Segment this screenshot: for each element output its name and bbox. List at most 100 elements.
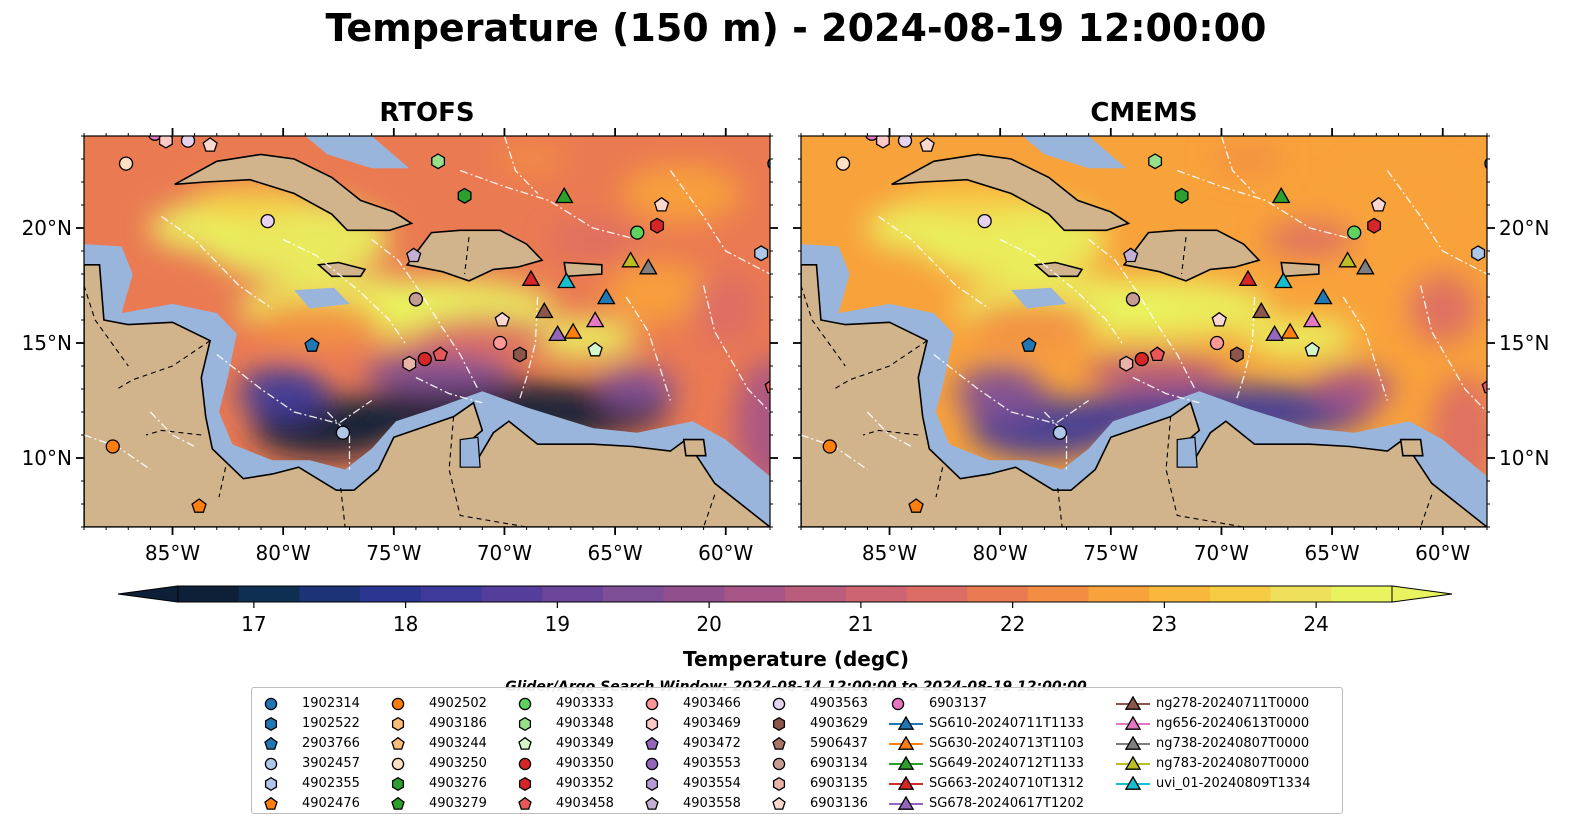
legend-hexagon-icon (264, 776, 278, 792)
marker-4903466 (1209, 335, 1225, 351)
legend: 1902314 1902522 2903766 3902457 4902355 49024… (251, 687, 1343, 814)
marker-3902457 (335, 425, 351, 440)
legend-triangle-icon (897, 756, 915, 770)
legend-label: 4902476 (302, 796, 360, 811)
marker-4902502 (105, 439, 120, 454)
legend-label: 1902522 (302, 716, 360, 731)
legend-marker-icon (889, 736, 923, 750)
legend-label: 4902355 (302, 776, 360, 791)
legend-marker-icon (518, 776, 532, 792)
lon-tick-label: 70°W (477, 541, 532, 565)
legend-hexagon-icon (772, 716, 786, 732)
legend-triangle-icon (897, 776, 915, 790)
legend-label: SG610-20240711T1133 (929, 716, 1085, 731)
legend-marker-icon (772, 736, 786, 750)
legend-label: ng656-20240613T0000 (1156, 716, 1310, 731)
colorbar-tick-label: 23 (1152, 612, 1177, 636)
marker-4903563 (180, 136, 196, 148)
legend-label: 4903469 (683, 716, 741, 731)
jamaica-land (1033, 261, 1084, 278)
marker-4903469 (158, 136, 173, 149)
map-frame (800, 135, 1488, 528)
marker-6903136 (1211, 311, 1227, 327)
lon-tick-label: 65°W (1304, 541, 1359, 565)
colorbar-tick-label: 24 (1303, 612, 1328, 636)
glider-argo-markers (822, 136, 1487, 513)
marker-ng656-20240613T0000 (1302, 311, 1322, 328)
legend-label: ng278-20240711T0000 (1156, 696, 1310, 711)
marker-6903136 (919, 137, 935, 152)
map-panel-cmems[interactable] (800, 127, 1500, 528)
marker-ng278-20240711T0000 (534, 301, 554, 319)
colorbar-segment (1209, 586, 1272, 602)
legend-marker-icon (391, 716, 405, 732)
marker-SG630-20240713T1103 (1280, 322, 1300, 339)
legend-label: 5906437 (810, 736, 868, 751)
legend-circle-icon (391, 697, 405, 711)
legend-marker-icon (1116, 776, 1150, 790)
eez-boundaries (801, 136, 1487, 471)
colorbar-tick-label: 20 (696, 612, 721, 636)
marker-ng783-20240807T0000 (621, 251, 640, 268)
legend-label: 3902457 (302, 756, 360, 771)
legend-label: 4903350 (556, 756, 614, 771)
legend-marker-icon (1116, 756, 1150, 770)
lat-tick-label-right: 10°N (1499, 446, 1549, 470)
legend-marker-icon (518, 736, 532, 750)
legend-label: 4903333 (556, 696, 614, 711)
legend-label: 6903135 (810, 776, 868, 791)
legend-marker-icon (772, 757, 786, 771)
legend-circle-icon (264, 697, 278, 711)
legend-marker-icon (1116, 696, 1150, 710)
marker-4902355 (754, 245, 769, 262)
marker-ng738-20240807T0000 (1355, 258, 1375, 275)
legend-label: 4903250 (429, 756, 487, 771)
legend-marker-icon (645, 796, 659, 810)
legend-label: 4903558 (683, 796, 741, 811)
colorbar-segment (724, 586, 786, 602)
legend-circle-icon (645, 697, 659, 711)
lake-maracaibo (459, 436, 481, 468)
colorbar-segment (1331, 586, 1393, 602)
lon-tick-label: 65°W (587, 541, 642, 565)
legend-marker-icon (889, 796, 923, 810)
marker-ng783-20240807T0000 (1338, 251, 1357, 268)
marker-4903350 (1134, 351, 1149, 367)
legend-marker-icon (645, 697, 659, 711)
colorbar-tick-label: 18 (393, 612, 418, 636)
marker-6903135 (402, 355, 417, 372)
colorbar-segment (178, 586, 240, 602)
marker-uvi_01-20240809T1334 (557, 272, 576, 289)
lat-tick-label-left: 20°N (22, 216, 72, 240)
legend-label: 4903553 (683, 756, 741, 771)
legend-marker-icon (391, 796, 405, 810)
colorbar-segment (1088, 586, 1150, 602)
legend-circle-icon (772, 697, 786, 711)
legend-marker-icon (891, 697, 905, 711)
map-panel-rtofs[interactable] (83, 127, 805, 528)
marker-6903137 (148, 136, 162, 141)
legend-hexagon-icon (645, 716, 659, 732)
colorbar-segment (481, 586, 543, 602)
hispaniola-land (405, 229, 544, 282)
legend-triangle-icon (897, 716, 915, 730)
legend-pentagon-icon (391, 796, 405, 810)
marker-4903352 (650, 217, 665, 234)
legend-label: SG649-20240712T1133 (929, 756, 1085, 771)
marker-4903349 (587, 341, 603, 357)
marker-4903350 (417, 351, 432, 367)
legend-marker-icon (772, 796, 786, 810)
marker-6903134 (1125, 292, 1141, 307)
marker-4903466 (492, 335, 508, 351)
marker-4903563 (897, 136, 913, 148)
legend-label: 4903352 (556, 776, 614, 791)
legend-label: 4903466 (683, 696, 741, 711)
legend-marker-icon (1116, 736, 1150, 750)
marker-4903469 (875, 136, 890, 149)
colorbar-tick-label: 19 (545, 612, 570, 636)
country-borders (801, 237, 1433, 527)
legend-label: 4903244 (429, 736, 487, 751)
glider-argo-markers (105, 136, 770, 513)
legend-marker-icon (391, 736, 405, 750)
